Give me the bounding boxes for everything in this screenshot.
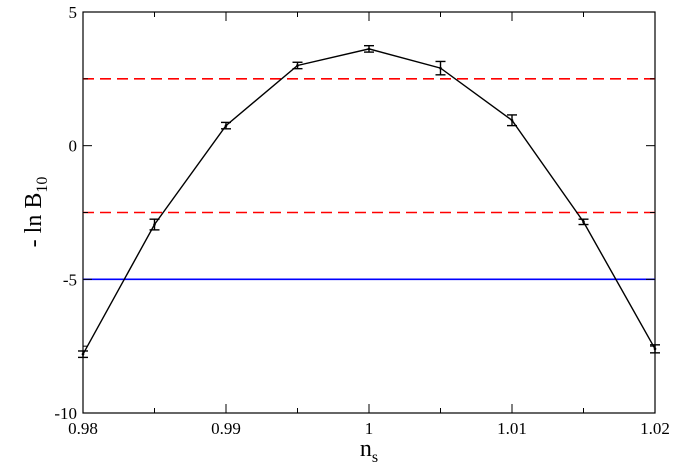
y-tick-label-3: 5	[69, 3, 78, 22]
data-point	[582, 220, 585, 224]
x-tick-label-3: 1.01	[497, 419, 527, 438]
reference-lines	[83, 78, 655, 281]
x-tick-label-4: 1.02	[640, 419, 670, 438]
data-point	[653, 347, 657, 351]
series-line-0	[82, 48, 656, 355]
data-point	[81, 352, 85, 356]
axis-ticks: 0.98 0.99 1 1.01 1.02 -10 -5 0 5	[54, 3, 670, 438]
x-axis-title: ns	[360, 436, 378, 466]
data-point	[296, 64, 299, 67]
data-point	[153, 223, 156, 226]
y-tick-label-0: -10	[54, 404, 77, 423]
y-tick-label-2: 0	[69, 137, 78, 156]
series-layer	[78, 44, 660, 359]
data-point	[367, 47, 371, 51]
x-tick-label-1: 0.99	[211, 419, 241, 438]
data-point	[510, 118, 514, 122]
data-point	[224, 124, 228, 127]
y-axis-title: - ln B10	[21, 177, 51, 248]
x-tick-label-2: 1	[365, 419, 374, 438]
x-tick-label-0: 0.98	[68, 419, 98, 438]
data-point	[439, 66, 442, 70]
y-tick-label-1: -5	[63, 270, 77, 289]
